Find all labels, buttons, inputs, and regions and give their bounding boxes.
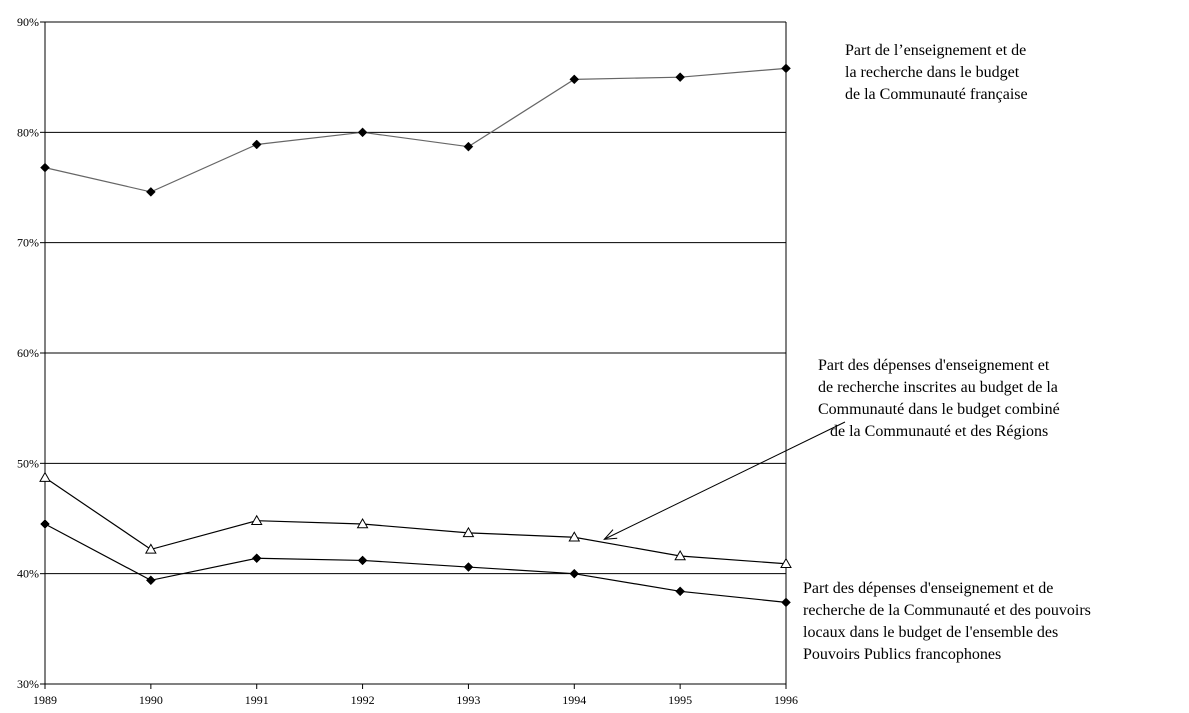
data-point-triangle [250,514,263,525]
data-point-diamond [357,127,368,138]
annotation-line: Part de l’enseignement et de [845,42,1027,59]
x-tick-label: 1996 [774,693,798,707]
data-point-diamond [357,555,368,566]
annotation-arrow-line [604,421,846,540]
annotation-line: recherche de la Communauté et des pouvoi… [803,602,1091,619]
y-tick-label: 40% [17,567,39,581]
annotation-line: locaux dans le budget de l'ensemble des [803,624,1059,641]
axes: 30% 40% 50% 60% 70% 80% 90% 1989 1990 1991 1992 199… [17,15,798,707]
annotation-series-top: Part de l’enseignement et de la recherch… [845,40,1028,106]
data-point-triangle [674,550,687,561]
y-tick-label: 80% [17,125,39,139]
data-point-triangle [462,526,475,538]
y-tick-label: 70% [17,236,39,250]
x-tick-label: 1993 [456,693,480,707]
annotation-line: Pouvoirs Publics francophones [803,646,1002,663]
y-tick-label: 50% [17,456,39,470]
data-point-triangle [144,543,157,554]
data-point-diamond [675,586,685,597]
annotation-line: de recherche inscrites au budget de la [818,379,1058,396]
annotation-line: de la Communauté française [845,86,1028,103]
x-tick-label: 1994 [562,693,586,707]
annotation-line: la recherche dans le budget [845,64,1020,81]
annotation-series-middle: Part des dépenses d'enseignement et de r… [818,355,1060,443]
gridlines [45,21,786,575]
annotation-line: Communauté dans le budget combiné [818,401,1060,418]
data-point-diamond [40,519,50,529]
x-tick-label: 1992 [351,693,375,707]
data-point-diamond [251,139,262,150]
series-lines [39,63,792,608]
data-point-triangle [780,557,792,568]
data-point-diamond [463,562,474,572]
data-point-diamond [40,162,50,173]
y-tick-label: 30% [17,677,39,691]
annotation-line: Part des dépenses d'enseignement et de [803,580,1054,597]
annotation-line: de la Communauté et des Régions [830,423,1049,440]
series-line-ensemble_pouvoirs_publics [44,523,787,603]
data-point-diamond [781,597,791,608]
data-point-diamond [146,187,156,197]
annotation-series-bottom: Part des dépenses d'enseignement et de r… [803,578,1091,666]
x-tick-label: 1989 [33,693,57,707]
data-point-diamond [569,74,580,85]
annotation-arrows [603,421,846,540]
x-tick-label: 1995 [668,693,692,707]
y-tick-label: 90% [17,15,39,29]
annotation-line: Part des dépenses d'enseignement et [818,357,1050,374]
data-point-triangle [568,531,581,542]
data-point-diamond [675,72,685,83]
series-line-budget_combine_communaute_regions [44,477,787,565]
data-point-diamond [569,568,580,579]
data-point-diamond [781,63,791,74]
data-point-triangle [39,471,51,482]
data-point-diamond [146,575,156,586]
annotation-arrowhead [603,529,618,540]
x-tick-label: 1991 [245,693,269,707]
y-tick-label: 60% [17,346,39,360]
data-point-diamond [251,553,262,564]
data-point-diamond [463,141,474,152]
series-line-enseignement_budget_communaute [44,67,787,193]
x-tick-label: 1990 [139,693,163,707]
data-point-triangle [356,518,369,529]
